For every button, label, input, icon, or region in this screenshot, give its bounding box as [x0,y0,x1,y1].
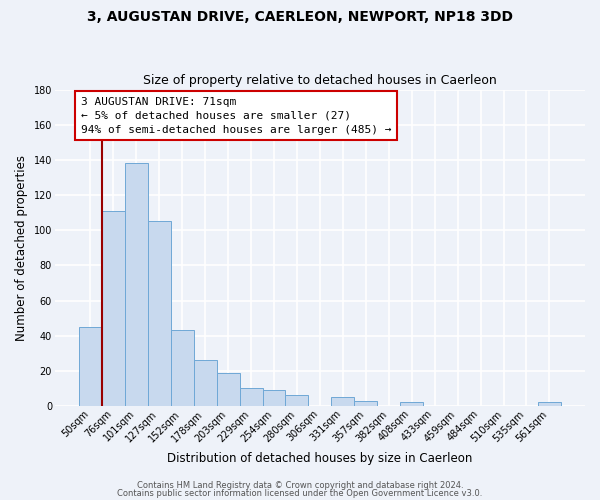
Bar [355,400,377,406]
Bar [239,388,263,406]
Bar [125,164,148,406]
Text: Contains HM Land Registry data © Crown copyright and database right 2024.: Contains HM Land Registry data © Crown c… [137,481,463,490]
Bar [102,211,125,406]
Bar [400,402,423,406]
Bar [263,390,286,406]
Bar [286,396,308,406]
Bar [171,330,194,406]
Bar [79,327,102,406]
Bar [148,222,171,406]
X-axis label: Distribution of detached houses by size in Caerleon: Distribution of detached houses by size … [167,452,473,465]
Text: 3, AUGUSTAN DRIVE, CAERLEON, NEWPORT, NP18 3DD: 3, AUGUSTAN DRIVE, CAERLEON, NEWPORT, NP… [87,10,513,24]
Y-axis label: Number of detached properties: Number of detached properties [15,155,28,341]
Bar [217,372,239,406]
Bar [538,402,561,406]
Bar [331,397,355,406]
Text: 3 AUGUSTAN DRIVE: 71sqm
← 5% of detached houses are smaller (27)
94% of semi-det: 3 AUGUSTAN DRIVE: 71sqm ← 5% of detached… [81,96,391,134]
Text: Contains public sector information licensed under the Open Government Licence v3: Contains public sector information licen… [118,488,482,498]
Bar [194,360,217,406]
Title: Size of property relative to detached houses in Caerleon: Size of property relative to detached ho… [143,74,497,87]
